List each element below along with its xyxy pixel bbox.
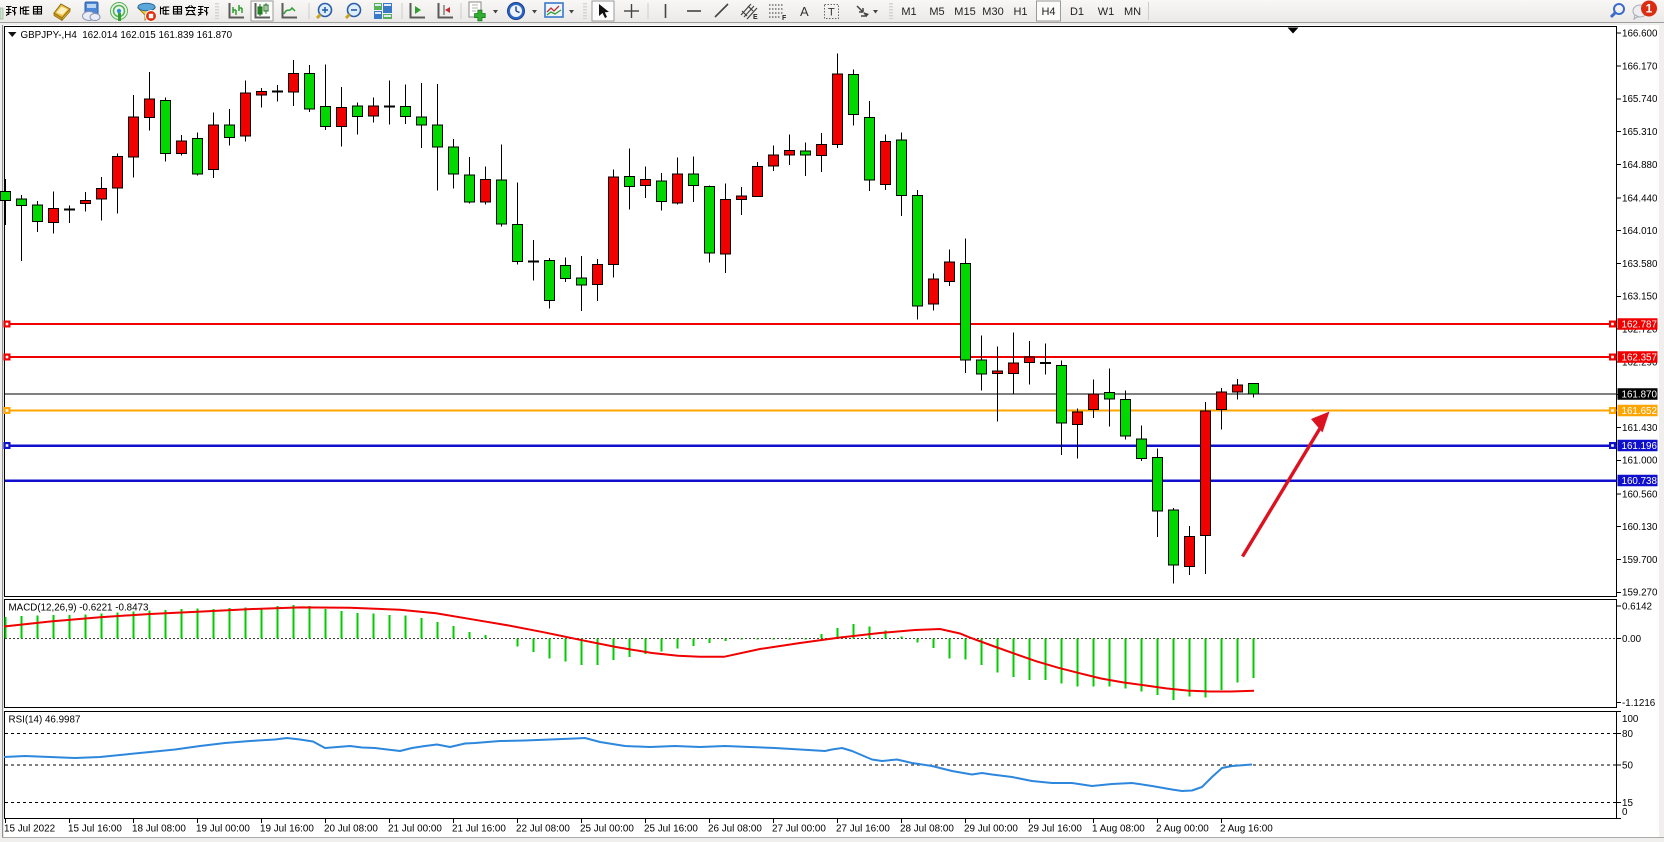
svg-text:159.270: 159.270 <box>1622 588 1658 599</box>
svg-text:19 Jul 16:00: 19 Jul 16:00 <box>260 824 314 835</box>
svg-text:25 Jul 16:00: 25 Jul 16:00 <box>644 824 698 835</box>
svg-text:21 Jul 00:00: 21 Jul 00:00 <box>388 824 442 835</box>
svg-text:A: A <box>800 4 809 19</box>
svg-text:160.560: 160.560 <box>1622 489 1658 500</box>
svg-text:GBPJPY-,H4 162.014 162.015 16: GBPJPY-,H4 162.014 162.015 161.839 161.8… <box>21 30 233 41</box>
svg-text:15: 15 <box>1622 798 1633 809</box>
svg-text:1: 1 <box>1646 2 1653 16</box>
svg-text:162.787: 162.787 <box>1622 320 1657 331</box>
svg-text:165.740: 165.740 <box>1622 94 1658 105</box>
svg-text:161.430: 161.430 <box>1622 423 1658 434</box>
svg-text:2 Aug 00:00: 2 Aug 00:00 <box>1156 824 1209 835</box>
svg-text:165.310: 165.310 <box>1622 127 1658 138</box>
svg-text:166.600: 166.600 <box>1622 29 1658 40</box>
svg-text:27 Jul 16:00: 27 Jul 16:00 <box>836 824 890 835</box>
svg-text:M15: M15 <box>954 6 975 18</box>
svg-text:0.6142: 0.6142 <box>1622 601 1652 612</box>
svg-text:19 Jul 00:00: 19 Jul 00:00 <box>196 824 250 835</box>
svg-text:160.130: 160.130 <box>1622 522 1658 533</box>
svg-text:162.290: 162.290 <box>1622 357 1658 368</box>
svg-text:F: F <box>782 15 787 22</box>
svg-text:164.880: 164.880 <box>1622 160 1658 171</box>
svg-text:29 Jul 16:00: 29 Jul 16:00 <box>1028 824 1082 835</box>
svg-text:164.440: 164.440 <box>1622 193 1658 204</box>
svg-text:W1: W1 <box>1098 6 1115 18</box>
svg-text:MACD(12,26,9) -0.6221 -0.8473: MACD(12,26,9) -0.6221 -0.8473 <box>9 603 150 614</box>
svg-text:26 Jul 08:00: 26 Jul 08:00 <box>708 824 762 835</box>
svg-text:H4: H4 <box>1041 6 1055 18</box>
svg-text:RSI(14) 46.9987: RSI(14) 46.9987 <box>9 715 81 726</box>
svg-text:100: 100 <box>1622 714 1639 725</box>
svg-text:161.652: 161.652 <box>1622 406 1657 417</box>
svg-text:15 Jul 16:00: 15 Jul 16:00 <box>68 824 122 835</box>
svg-text:M30: M30 <box>982 6 1003 18</box>
svg-text:166.170: 166.170 <box>1622 61 1658 72</box>
svg-text:161.000: 161.000 <box>1622 456 1658 467</box>
svg-text:D1: D1 <box>1070 6 1084 18</box>
svg-text:22 Jul 08:00: 22 Jul 08:00 <box>516 824 570 835</box>
svg-text:164.010: 164.010 <box>1622 226 1658 237</box>
svg-text:162.720: 162.720 <box>1622 325 1658 336</box>
svg-text:1 Aug 08:00: 1 Aug 08:00 <box>1092 824 1145 835</box>
svg-text:25 Jul 00:00: 25 Jul 00:00 <box>580 824 634 835</box>
svg-text:80: 80 <box>1622 729 1633 740</box>
svg-text:163.150: 163.150 <box>1622 292 1658 303</box>
svg-text:160.738: 160.738 <box>1622 476 1658 487</box>
svg-text:29 Jul 00:00: 29 Jul 00:00 <box>964 824 1018 835</box>
svg-text:0.00: 0.00 <box>1622 634 1642 645</box>
svg-text:163.580: 163.580 <box>1622 259 1658 270</box>
svg-text:161.196: 161.196 <box>1622 441 1658 452</box>
svg-text:159.700: 159.700 <box>1622 555 1658 566</box>
svg-text:M5: M5 <box>929 6 944 18</box>
svg-text:162.357: 162.357 <box>1622 353 1657 364</box>
svg-text:H1: H1 <box>1013 6 1027 18</box>
svg-text:161.870: 161.870 <box>1622 390 1658 401</box>
svg-text:0: 0 <box>1622 807 1628 818</box>
svg-text:28 Jul 08:00: 28 Jul 08:00 <box>900 824 954 835</box>
svg-text:MN: MN <box>1124 6 1141 18</box>
svg-text:2 Aug 16:00: 2 Aug 16:00 <box>1220 824 1273 835</box>
svg-text:18 Jul 08:00: 18 Jul 08:00 <box>132 824 186 835</box>
svg-text:21 Jul 16:00: 21 Jul 16:00 <box>452 824 506 835</box>
svg-text:27 Jul 00:00: 27 Jul 00:00 <box>772 824 826 835</box>
svg-text:20 Jul 08:00: 20 Jul 08:00 <box>324 824 378 835</box>
svg-text:-1.1216: -1.1216 <box>1622 698 1656 709</box>
svg-text:E: E <box>753 14 758 21</box>
svg-text:15 Jul 2022: 15 Jul 2022 <box>4 824 55 835</box>
svg-text:T: T <box>828 7 835 19</box>
svg-text:50: 50 <box>1622 760 1633 771</box>
svg-text:M1: M1 <box>901 6 916 18</box>
